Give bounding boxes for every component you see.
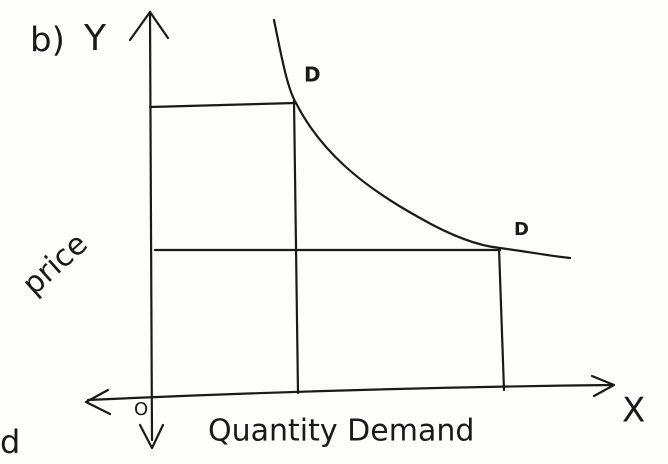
x-axis-letter: X <box>622 391 645 431</box>
part-label: b) <box>30 21 65 61</box>
diagram: b) Y X O price Quantity Demand D D d <box>0 0 668 464</box>
margin-fragment: d <box>0 423 20 461</box>
curve-label: D <box>304 63 321 87</box>
x-axis-title: Quantity Demand <box>208 414 474 449</box>
page: {"diagram": { "part_label": "b)", "y_axi… <box>0 0 668 464</box>
origin-label: O <box>134 399 148 420</box>
curve-label: D <box>514 219 529 240</box>
y-axis-letter: Y <box>83 18 107 59</box>
